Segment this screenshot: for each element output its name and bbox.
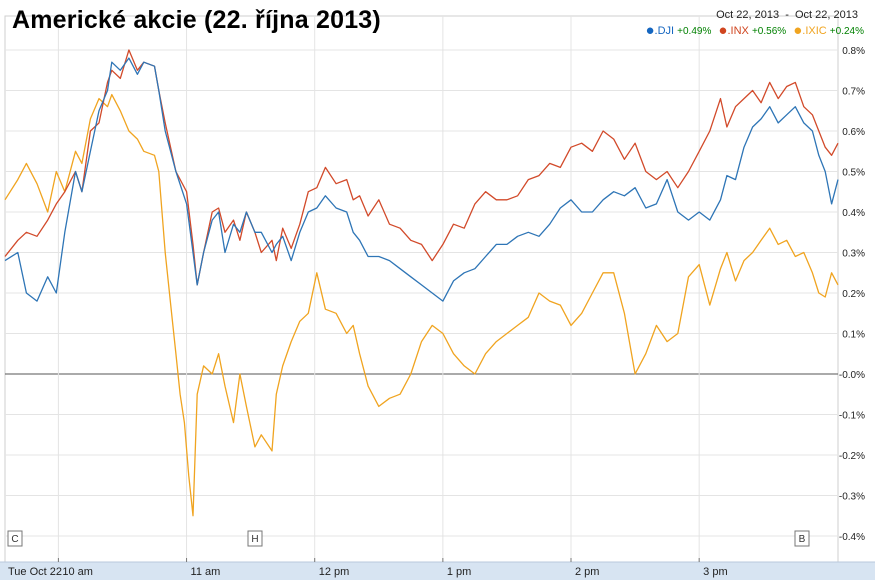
y-tick-label: 0.8% — [842, 46, 865, 57]
y-tick-label: 0.7% — [842, 87, 865, 98]
y-tick-label: -0.3% — [839, 492, 865, 503]
date-range: Oct 22, 2013 - Oct 22, 2013 — [716, 9, 858, 21]
series-group — [4, 49, 839, 517]
series-line-ixic — [4, 93, 839, 517]
y-tick-label: 0.3% — [842, 249, 865, 260]
legend-dot-icon: ● — [645, 22, 655, 39]
y-tick-label: 0.1% — [842, 330, 865, 341]
legend-symbol: .INX — [727, 25, 749, 37]
event-marker — [794, 530, 810, 547]
plot-border — [4, 15, 839, 563]
legend-item-ixic[interactable]: ●.IXIC +0.24% — [793, 22, 864, 39]
y-tick-label: -0.2% — [839, 451, 865, 462]
legend-symbol: .DJI — [654, 25, 675, 37]
legend: ●.DJI +0.49% ●.INX +0.56% ●.IXIC +0.24% — [641, 22, 864, 39]
y-tick-label: 0.5% — [842, 168, 865, 179]
x-axis: Tue Oct 22 10 am 11 am 12 pm 1 pm 2 pm 3 pm — [0, 558, 875, 580]
y-tick-label: 0.4% — [842, 208, 865, 219]
event-marker-label: C — [11, 534, 18, 545]
series-line-inx — [4, 49, 839, 286]
legend-change: +0.24% — [829, 26, 864, 37]
event-marker — [247, 530, 263, 547]
y-tick-label: 0.6% — [842, 127, 865, 138]
x-tick-label: 2 pm — [575, 566, 599, 578]
legend-dot-icon: ● — [718, 22, 728, 39]
legend-item-inx[interactable]: ●.INX +0.56% — [718, 22, 789, 39]
y-tick-label: -0.0% — [839, 370, 865, 381]
x-tick-label: 1 pm — [447, 566, 471, 578]
x-tick-label: 11 am — [191, 566, 221, 578]
x-axis-bar — [0, 562, 875, 580]
y-axis: 0.8% 0.7% 0.6% 0.5% 0.4% 0.3% 0.2% 0.1% -0.0% -0.… — [839, 46, 865, 543]
x-tick-label: Tue Oct 22 — [8, 566, 62, 578]
event-marker-label: B — [799, 534, 806, 545]
x-tick-label: 3 pm — [703, 566, 727, 578]
grid — [4, 15, 839, 563]
event-marker-label: H — [251, 534, 258, 545]
legend-symbol: .IXIC — [802, 25, 827, 37]
legend-dot-icon: ● — [793, 22, 803, 39]
y-tick-label: -0.1% — [839, 411, 865, 422]
legend-change: +0.56% — [751, 26, 787, 37]
series-line-dji — [4, 57, 839, 302]
y-tick-label: 0.2% — [842, 289, 865, 300]
legend-item-dji[interactable]: ●.DJI +0.49% — [645, 22, 714, 39]
event-marker — [7, 530, 23, 547]
page-title: Americké akcie (22. října 2013) — [12, 6, 381, 34]
legend-change: +0.49% — [677, 26, 712, 37]
y-tick-label: -0.4% — [839, 532, 865, 543]
x-tick-label: 12 pm — [319, 566, 350, 578]
x-tick-label: 10 am — [62, 566, 93, 578]
